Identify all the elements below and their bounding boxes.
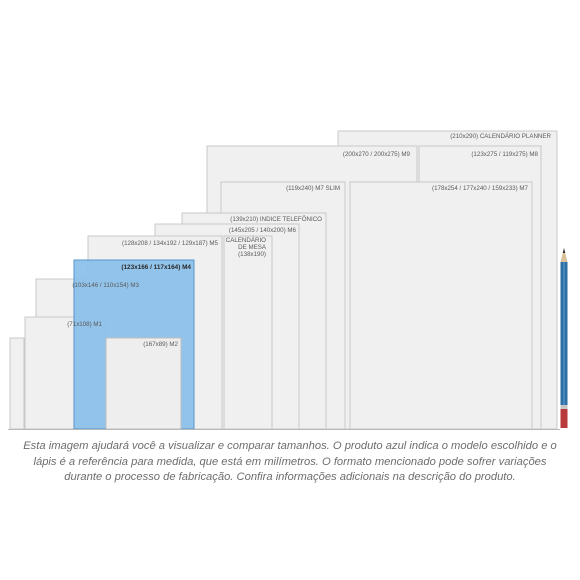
small-back-rect: [9, 337, 25, 430]
m7-rect: [349, 181, 533, 430]
label-calendario-mesa-3: (138x190): [238, 251, 266, 258]
label-m7-slim: (119x240) M7 SLIM: [286, 185, 340, 192]
label-m9: (200x270 / 200x275) M9: [343, 151, 411, 158]
pencil-highlight: [563, 262, 565, 405]
label-m6: (145x205 / 140x200) M6: [229, 227, 297, 234]
label-m8: (123x275 / 119x275) M8: [471, 151, 538, 158]
label-m3: (103x146 / 110x154) M3: [72, 282, 139, 289]
m2-rect: [105, 337, 182, 430]
label-m5: (128x208 / 134x192 / 129x187) M5: [122, 240, 219, 247]
label-m1: (71x108) M1: [67, 321, 102, 328]
pencil-lead: [562, 248, 566, 253]
pencil-eraser: [560, 409, 568, 428]
label-calendario-mesa-1: CALENDÁRIO: [226, 237, 266, 244]
label-m7: (178x254 / 177x240 / 159x233) M7: [432, 185, 529, 192]
pencil-icon: [560, 248, 568, 428]
label-calendario-planner: (210x290) CALENDÁRIO PLANNER: [450, 133, 551, 140]
calendario-mesa-rect: [223, 235, 273, 430]
label-indice-telefonico: (139x210) INDICE TELEFÔNICO: [230, 216, 322, 223]
label-calendario-mesa-2: DE MESA: [238, 244, 267, 251]
pencil-tip: [560, 248, 568, 262]
label-m2: (167x89) M2: [143, 341, 178, 348]
pencil-ferrule: [560, 405, 568, 409]
caption-text: Esta imagem ajudará você a visualizar e …: [23, 440, 557, 483]
label-m4: (123x166 / 117x164) M4: [121, 264, 191, 271]
